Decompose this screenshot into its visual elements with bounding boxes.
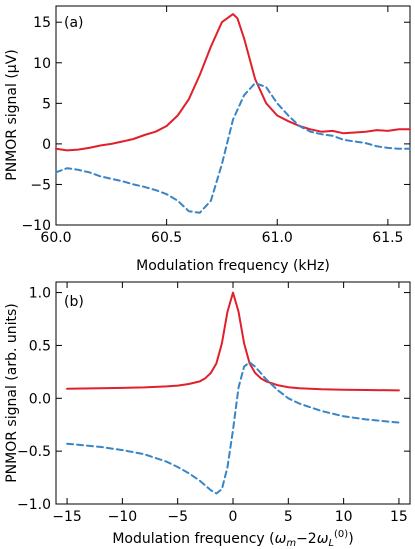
panel-b-series-1-line [66, 291, 400, 392]
panel-b-series [66, 291, 400, 495]
y-tick-label: 1.0 [29, 286, 51, 302]
x-tick-label: −10 [108, 509, 138, 525]
panel-a: 60.0 60.5 61.0 61.5 −10 −5 0 5 10 15 (a) Modulati… [4, 5, 411, 274]
y-tick-label: 0.0 [29, 391, 51, 407]
panel-a-x-axis-label: Modulation frequency (kHz) [136, 258, 330, 274]
panel-a-series-2-line [55, 82, 411, 214]
panel-a-ticks: 60.0 60.5 61.0 61.5 −10 −5 0 5 10 15 [21, 6, 410, 246]
panel-b-ticks: −15 −10 −5 0 5 10 15 −1.0 −0.5 0.0 0.5 1.0 [17, 282, 410, 525]
panel-b-frame [55, 281, 411, 505]
y-tick-label: −5 [30, 177, 51, 193]
panel-b: −15 −10 −5 0 5 10 15 −1.0 −0.5 0.0 0.5 1.0 (b) Modu… [4, 281, 411, 549]
y-tick-label: 0.5 [29, 338, 51, 354]
x-tick-label: 60.0 [40, 230, 71, 246]
panel-a-y-axis-label: PNMOR signal (μV) [4, 49, 20, 180]
x-tick-label: 5 [284, 509, 293, 525]
y-tick-label: −1.0 [17, 497, 51, 513]
panel-b-x-axis-label: Modulation frequency (ωm−2ωL(0)) [112, 529, 353, 549]
x-tick-label: 61.0 [262, 230, 293, 246]
y-tick-label: 0 [42, 137, 51, 153]
x-tick-label: 15 [390, 509, 408, 525]
y-tick-label: 10 [33, 56, 51, 72]
panel-b-label: (b) [64, 294, 84, 310]
y-tick-label: −10 [21, 218, 51, 234]
panel-b-y-axis-label: PNMOR signal (arb. units) [4, 303, 20, 483]
x-tick-label: 10 [335, 509, 353, 525]
x-tick-label: 60.5 [151, 230, 182, 246]
x-tick-label: −15 [52, 509, 82, 525]
panel-a-series-1-line [55, 13, 411, 152]
panel-b-series-2-line [66, 361, 400, 495]
y-tick-label: 15 [33, 15, 51, 31]
y-tick-label: 5 [42, 96, 51, 112]
x-tick-label: 61.5 [372, 230, 403, 246]
x-tick-label: 0 [229, 509, 238, 525]
panel-a-series [55, 13, 411, 214]
y-tick-label: −0.5 [17, 444, 51, 460]
panel-a-label: (a) [64, 15, 84, 31]
panel-a-frame [55, 5, 411, 226]
x-tick-label: −5 [167, 509, 188, 525]
